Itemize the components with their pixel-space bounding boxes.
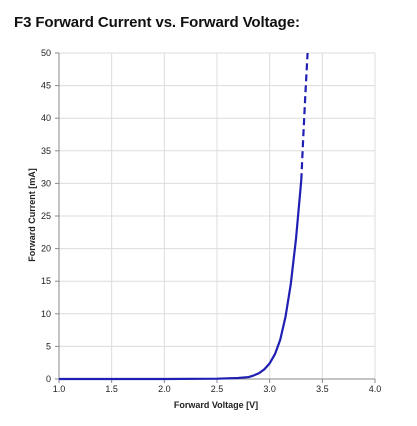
dashed-extrapolation-line	[300, 52, 309, 181]
x-tick-label: 1.5	[105, 384, 118, 394]
y-tick-label: 30	[41, 178, 51, 188]
grid-lines	[59, 52, 376, 379]
x-tick-label: 3.0	[263, 384, 276, 394]
y-tick-label: 20	[41, 244, 51, 254]
x-tick-labels: 1.0 1.5 2.0 2.5 3.0 3.5 4.0	[53, 384, 382, 394]
forward-current-line	[59, 180, 303, 381]
x-tick-label: 4.0	[369, 384, 382, 394]
x-tick-label: 2.0	[158, 384, 171, 394]
y-tick-label: 25	[41, 211, 51, 221]
y-tick-label: 45	[41, 81, 51, 91]
series-lines	[59, 52, 309, 381]
y-tick-label: 10	[41, 309, 51, 319]
y-tick-label: 40	[41, 113, 51, 123]
y-tick-label: 15	[41, 276, 51, 286]
y-tick-labels: 0 5 10 15 20 25 30 35 40 45 50	[41, 48, 51, 384]
y-axis-label: Forward Current [mA]	[27, 168, 37, 262]
y-tick-label: 35	[41, 146, 51, 156]
chart-title: F3 Forward Current vs. Forward Voltage:	[14, 14, 300, 31]
y-tick-label: 50	[41, 48, 51, 58]
x-tick-label: 1.0	[53, 384, 66, 394]
x-tick-label: 3.5	[316, 384, 329, 394]
y-tick-label: 0	[46, 374, 51, 384]
axes	[55, 52, 376, 383]
x-tick-label: 2.5	[211, 384, 224, 394]
x-axis-label: Forward Voltage [V]	[174, 400, 258, 410]
y-tick-label: 5	[46, 341, 51, 351]
